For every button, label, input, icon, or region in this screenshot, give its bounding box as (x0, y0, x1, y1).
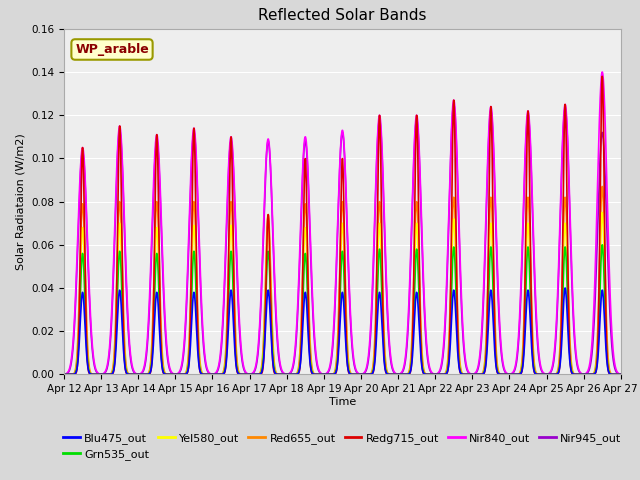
Nir840_out (298, 192, 305, 198)
Redg715_out (274, 372, 282, 377)
Nir840_out (157, 194, 164, 200)
Red655_out (598, 184, 606, 190)
Nir840_out (124, 305, 131, 311)
Red655_out (274, 371, 282, 377)
Line: Red655_out: Red655_out (64, 187, 621, 374)
Grn535_out (157, 335, 164, 341)
Nir840_out (606, 289, 614, 295)
Grn535_out (124, 371, 131, 377)
Nir840_out (60, 372, 68, 377)
Grn535_out (298, 333, 305, 338)
Blu475_out (561, 285, 569, 291)
Yel580_out (617, 372, 625, 377)
Grn535_out (274, 372, 282, 377)
Red655_out (617, 372, 625, 377)
Line: Nir945_out: Nir945_out (64, 105, 621, 374)
Blu475_out (274, 372, 282, 377)
Yel580_out (606, 371, 614, 376)
Grn535_out (617, 372, 625, 377)
Nir945_out (157, 203, 164, 209)
Red655_out (60, 372, 68, 377)
Yel580_out (546, 372, 554, 377)
Nir945_out (60, 372, 68, 377)
Yel580_out (598, 210, 606, 216)
Line: Grn535_out: Grn535_out (64, 245, 621, 374)
Y-axis label: Solar Radiataion (W/m2): Solar Radiataion (W/m2) (15, 133, 26, 270)
Nir945_out (617, 372, 625, 377)
Red655_out (124, 369, 131, 375)
Line: Redg715_out: Redg715_out (64, 76, 621, 374)
Redg715_out (598, 73, 606, 79)
Yel580_out (124, 371, 131, 376)
Nir945_out (298, 200, 305, 205)
Nir840_out (598, 69, 606, 75)
Yel580_out (274, 372, 282, 377)
Nir945_out (274, 341, 282, 347)
Red655_out (298, 304, 305, 310)
Blu475_out (617, 372, 625, 377)
Blu475_out (546, 372, 554, 377)
Line: Blu475_out: Blu475_out (64, 288, 621, 374)
Grn535_out (60, 372, 68, 377)
Text: WP_arable: WP_arable (75, 43, 149, 56)
Redg715_out (606, 372, 614, 377)
Grn535_out (606, 371, 614, 377)
Title: Reflected Solar Bands: Reflected Solar Bands (258, 9, 427, 24)
Blu475_out (157, 347, 164, 353)
Nir945_out (450, 102, 458, 108)
Redg715_out (124, 372, 131, 377)
Blu475_out (124, 371, 131, 377)
Nir840_out (274, 336, 282, 341)
Yel580_out (60, 372, 68, 377)
Redg715_out (617, 372, 625, 377)
Yel580_out (157, 327, 164, 333)
Redg715_out (60, 372, 68, 377)
Nir840_out (617, 372, 625, 377)
Red655_out (606, 369, 614, 374)
Yel580_out (298, 324, 305, 330)
Red655_out (157, 307, 164, 312)
Redg715_out (546, 372, 554, 377)
Blu475_out (606, 371, 614, 377)
Line: Yel580_out: Yel580_out (64, 213, 621, 374)
Blu475_out (60, 372, 68, 377)
Legend: Blu475_out, Grn535_out, Yel580_out, Red655_out, Redg715_out, Nir840_out, Nir945_: Blu475_out, Grn535_out, Yel580_out, Red6… (59, 428, 626, 465)
Nir840_out (546, 370, 554, 375)
Redg715_out (157, 327, 164, 333)
Line: Nir840_out: Nir840_out (64, 72, 621, 374)
Redg715_out (298, 327, 305, 333)
Nir945_out (606, 312, 614, 318)
Red655_out (546, 372, 554, 377)
Nir945_out (124, 312, 131, 318)
Blu475_out (298, 345, 305, 351)
Grn535_out (598, 242, 606, 248)
Nir945_out (546, 370, 554, 376)
X-axis label: Time: Time (329, 397, 356, 407)
Grn535_out (546, 372, 554, 377)
